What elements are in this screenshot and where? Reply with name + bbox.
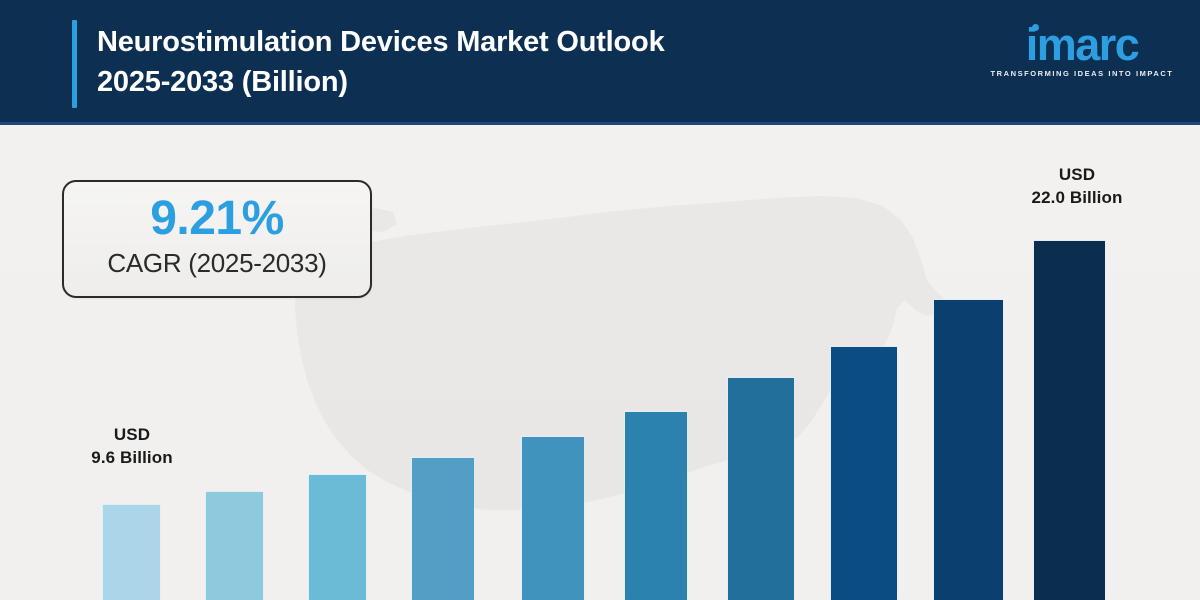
header-bar: Neurostimulation Devices Market Outlook … — [0, 0, 1200, 125]
logo-wordmark: imarc — [1025, 19, 1140, 70]
bar-2025 — [103, 505, 160, 600]
bar-2031 — [728, 378, 794, 600]
bar-2034 — [1034, 241, 1105, 600]
bar-2033 — [934, 300, 1003, 600]
bar-2030 — [625, 412, 687, 600]
bar-2032 — [831, 347, 897, 600]
bar-2028 — [412, 458, 474, 600]
logo-dot-icon — [1032, 24, 1039, 31]
start-value-callout: USD 9.6 Billion — [91, 425, 173, 467]
bar-2029 — [522, 437, 584, 600]
logo-tagline: TRANSFORMING IDEAS INTO IMPACT — [990, 69, 1174, 78]
page-title: Neurostimulation Devices Market Outlook … — [97, 26, 665, 98]
end-value-callout: USD 22.0 Billion — [1031, 165, 1123, 207]
imarc-logo[interactable]: imarc TRANSFORMING IDEAS INTO IMPACT — [982, 22, 1182, 94]
header-accent-bar — [72, 20, 77, 108]
cagr-card: 9.21% CAGR (2025-2033) — [62, 180, 372, 298]
cagr-label: CAGR (2025-2033) — [107, 248, 327, 278]
bar-2026 — [206, 492, 263, 600]
cagr-value: 9.21% — [150, 192, 284, 245]
bar-2027 — [309, 475, 366, 600]
